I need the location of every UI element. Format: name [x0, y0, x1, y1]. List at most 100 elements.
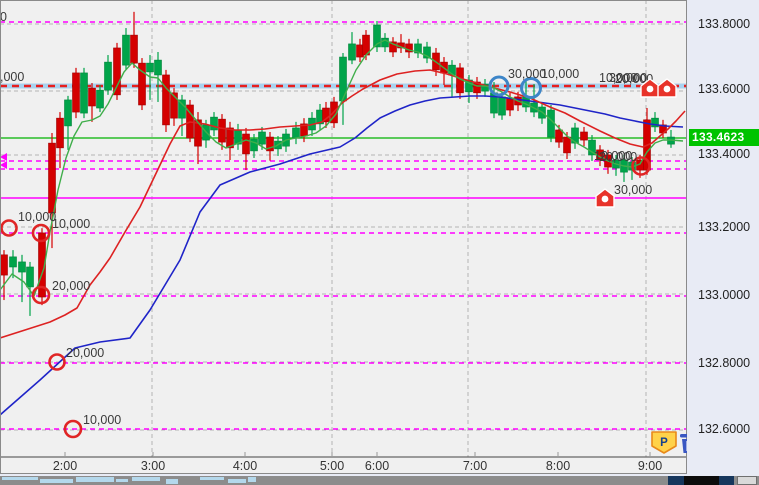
price-axis-label: 133.0000: [698, 288, 751, 302]
order-size-label: 10,000: [599, 71, 637, 85]
order-size-label: 10,000: [52, 217, 90, 231]
order-size-label: 20,000: [615, 72, 653, 86]
order-size-label: 10,000: [18, 210, 56, 224]
scrollbar-thumb-end[interactable]: [719, 476, 734, 485]
scrollbar-preview-segment: [76, 477, 114, 482]
candle-bearish: [56, 117, 64, 149]
scrollbar-thumb[interactable]: [684, 476, 719, 485]
candle-bearish: [389, 41, 397, 53]
candle-bullish: [373, 24, 381, 48]
candle-bearish: [48, 142, 56, 214]
order-marker-circle[interactable]: [631, 156, 651, 176]
candle-bullish: [104, 61, 112, 91]
order-size-label: 30,000: [609, 71, 647, 85]
order-marker-circle-blue[interactable]: [488, 75, 510, 97]
time-axis-label: 5:00: [320, 459, 344, 473]
order-size-label: 10,000: [594, 149, 632, 163]
candle-bullish: [498, 96, 506, 116]
position-marker-hole-icon: [663, 85, 671, 93]
ma-fast-line: [0, 39, 684, 297]
time-axis-label: 4:00: [233, 459, 257, 473]
candle-bullish: [292, 127, 300, 139]
candle-bullish: [122, 34, 130, 66]
chart-plot-area[interactable]: 10,000 10,000 20,000 20,000 10,000 30,000 10,0…: [0, 0, 687, 474]
time-axis-label: 3:00: [141, 459, 165, 473]
order-marker-circle[interactable]: [31, 223, 51, 243]
scrollbar-end-button[interactable]: [737, 476, 757, 485]
scrollbar-preview-segment: [2, 477, 38, 480]
candle-bearish: [555, 129, 563, 143]
ma-slow-line: [0, 95, 684, 416]
plot-frame: [0, 0, 687, 474]
horizontal-scrollbar[interactable]: [0, 476, 759, 485]
time-axis-label: 9:00: [638, 459, 662, 473]
candle-bearish: [266, 136, 274, 152]
candle-bullish: [210, 116, 218, 131]
scrollbar-preview-segment: [116, 479, 128, 482]
candle-bullish: [423, 46, 431, 59]
candlestick-chart[interactable]: 10,00010,00020,00020,00010,00030,00010,0…: [0, 0, 687, 474]
candle-bearish: [506, 97, 514, 111]
order-size-label: 30,000: [508, 67, 546, 81]
order-size-label: 0: [0, 10, 7, 24]
trash-icon[interactable]: [680, 434, 687, 438]
pin-p-icon-label: P: [660, 437, 668, 449]
trash-icon-body[interactable]: [682, 439, 687, 453]
price-axis-label: 132.8000: [698, 356, 751, 370]
order-marker-circle-blue[interactable]: [520, 77, 542, 99]
position-marker-hole-icon: [646, 85, 654, 93]
order-line-edge-arrow-icon: [0, 161, 7, 169]
order-size-label: 20,000: [599, 150, 637, 164]
candle-bearish: [563, 136, 571, 154]
order-size-label: 20,000: [52, 279, 90, 293]
candle-bearish: [130, 34, 138, 64]
candle-bullish: [9, 256, 17, 268]
order-size-label: 20,000: [66, 346, 104, 360]
candle-bullish: [381, 37, 389, 48]
candle-bearish: [322, 107, 330, 123]
order-size-label: 30,000: [614, 183, 652, 197]
scrollbar-preview-segment: [166, 479, 178, 484]
scrollbar-preview-segment: [248, 477, 256, 482]
candle-bullish: [178, 99, 186, 119]
price-axis-label: 132.6000: [698, 422, 751, 436]
candle-bearish: [0, 254, 8, 276]
candle-bullish: [96, 89, 104, 109]
price-axis-label: 133.8000: [698, 17, 751, 31]
pin-p-icon[interactable]: [651, 431, 677, 454]
order-size-label: 10,000: [83, 413, 121, 427]
price-axis[interactable]: 133.4623 133.8000 133.6000 133.4000 133.200…: [688, 0, 759, 474]
candle-bearish: [580, 131, 588, 141]
price-axis-label: 133.4000: [698, 147, 751, 161]
order-marker-circle[interactable]: [0, 219, 18, 237]
candle-bullish: [26, 266, 34, 288]
price-axis-label: 133.2000: [698, 220, 751, 234]
order-size-label: 10,000: [541, 67, 579, 81]
ma-mid-line: [0, 69, 686, 339]
scrollbar-preview-segment: [40, 479, 73, 483]
candle-bullish: [547, 109, 555, 138]
order-marker-circle[interactable]: [48, 353, 66, 371]
order-marker-circle[interactable]: [31, 285, 51, 305]
candle-bullish: [339, 56, 347, 102]
candle-bullish: [481, 83, 489, 92]
scrollbar-thumb-end[interactable]: [668, 476, 684, 485]
candle-bearish: [38, 232, 46, 298]
time-axis-label: 6:00: [365, 459, 389, 473]
time-axis-label: 2:00: [53, 459, 77, 473]
candle-bearish: [88, 87, 96, 107]
scrollbar-preview-segment: [132, 477, 160, 481]
candle-bullish: [80, 72, 88, 114]
current-price-tag: 133.4623: [689, 129, 759, 146]
scrollbar-preview-segment: [200, 477, 224, 480]
order-marker-circle[interactable]: [63, 419, 83, 439]
time-axis-label: 8:00: [546, 459, 570, 473]
time-axis-label: 7:00: [463, 459, 487, 473]
candle-bullish: [250, 138, 258, 152]
candle-bullish: [571, 127, 579, 144]
order-line-edge-arrow-icon: [0, 153, 7, 161]
candle-bearish: [162, 74, 170, 126]
candle-bearish: [138, 62, 146, 106]
candle-bullish: [154, 59, 162, 76]
candle-bullish: [348, 43, 356, 61]
